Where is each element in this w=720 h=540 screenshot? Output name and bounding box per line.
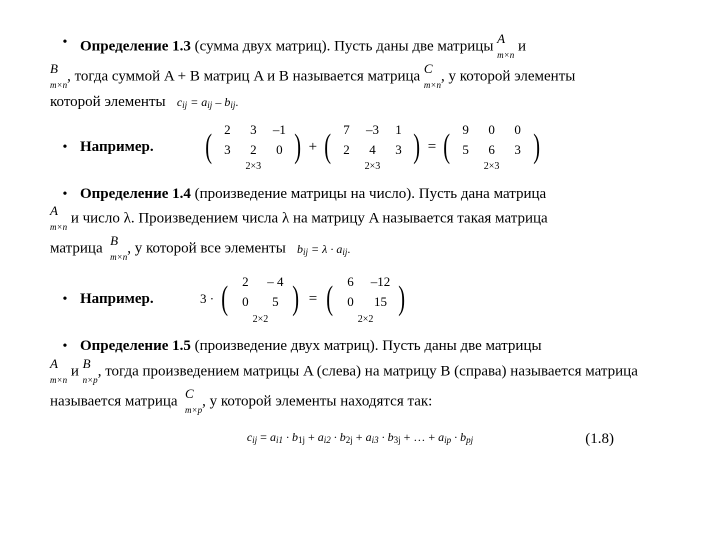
ex1-m2: ( 7–312432×3 ) [322,120,423,174]
eq-number: (1.8) [585,429,614,449]
ex1-m1: ( 23–13202×3 ) [203,120,304,174]
ex1-label: Например. [80,137,200,157]
matrix-C: Cm×p [185,387,202,417]
bullet: • [50,336,80,357]
matrix-B: Bn×p [83,357,98,387]
def14-line3: матрица Bm×n, у которой все элементы bij… [50,234,670,264]
ex1-m3: ( 9005632×3 ) [441,120,542,174]
ex2-m1: ( 2– 4052×2 ) [219,272,302,326]
example-1: • Например. ( 23–13202×3 ) + ( 7–312432×… [50,120,670,174]
bullet: • [50,184,80,205]
matrix-B: Bm×n [50,62,67,92]
matrix-C: Cm×n [424,62,441,92]
def13-title: Определение 1.3 [80,38,191,54]
ex2-m2: ( 6–120152×2 ) [324,272,407,326]
def14-line1: Определение 1.4 (произведение матрицы на… [80,184,670,204]
def13-formula: которой элементы cij = aij – bij. [50,92,670,112]
ex2-label: Например. [80,289,200,309]
equation-1-8: cij = ai1 · b1j + ai2 · b2j + ai3 · b3j … [50,429,670,446]
def15-line3: называется матрица Cm×p, у которой элеме… [50,387,670,417]
def15-line1: Определение 1.5 (произведение двух матри… [80,336,670,356]
def13-line1: Определение 1.3 (сумма двух матриц). Пус… [80,32,670,62]
example-2: • Например. 3 · ( 2– 4052×2 ) = ( 6–1201… [50,272,670,326]
matrix-A: Am×n [50,204,67,234]
definition-1-5: • Определение 1.5 (произведение двух мат… [50,336,670,417]
bullet: • [50,32,80,53]
def14-line2: Am×n и число λ. Произведением числа λ на… [50,204,670,234]
def13-line2: Bm×n, тогда суммой A + B матриц A и B на… [50,62,670,92]
definition-1-3: • Определение 1.3 (сумма двух матриц). П… [50,32,670,112]
def15-line2: Am×n и Bn×p, тогда произведением матрицы… [50,357,670,387]
matrix-B: Bm×n [110,234,127,264]
bullet: • [50,137,80,158]
matrix-A: Am×n [497,32,514,62]
eq18-formula: cij = ai1 · b1j + ai2 · b2j + ai3 · b3j … [247,429,473,446]
definition-1-4: • Определение 1.4 (произведение матрицы … [50,184,670,265]
matrix-A: Am×n [50,357,67,387]
bullet: • [50,289,80,310]
